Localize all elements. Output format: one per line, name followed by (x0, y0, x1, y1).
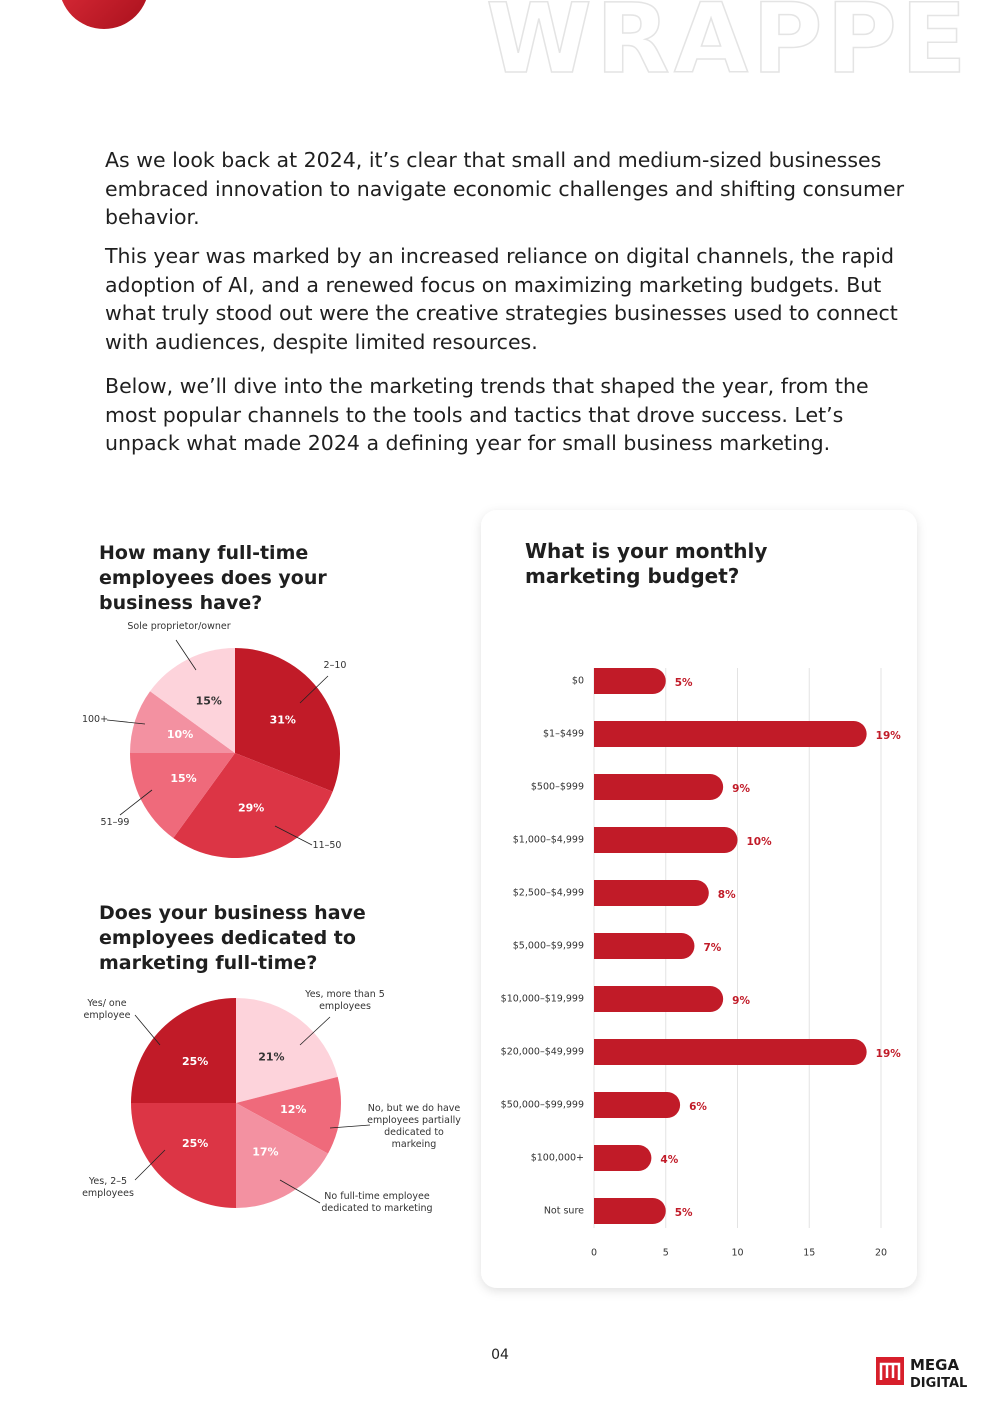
watermark: WRAPPE (486, 0, 970, 95)
leader-line (274, 825, 313, 846)
pie-slice (130, 691, 235, 753)
leader-line (299, 675, 329, 704)
pie-slice (236, 1076, 342, 1154)
chart-title: How many full-time employees does your b… (99, 542, 327, 614)
y-tick-label: $2,500–$4,999 (513, 888, 584, 899)
leader-line (175, 639, 197, 671)
page-number: 04 (491, 1347, 509, 1363)
logo-glyph (879, 1362, 901, 1380)
pie-slice (131, 1103, 236, 1208)
slice-label: Yes, more than 5 employees (305, 989, 385, 1012)
pie-slice (235, 648, 340, 792)
leader-line (134, 1014, 161, 1046)
y-tick-label: Not sure (544, 1206, 584, 1217)
paragraph: This year was marked by an increased rel… (105, 244, 898, 354)
slice-value-label: 12% (280, 1103, 306, 1116)
y-tick-label: $5,000–$9,999 (513, 941, 584, 952)
paragraph: Below, we’ll dive into the marketing tre… (105, 374, 869, 455)
x-tick-label: 5 (663, 1248, 669, 1259)
paragraph: As we look back at 2024, it’s clear that… (105, 148, 905, 229)
slice-value-label: 15% (170, 772, 196, 785)
leader-line (279, 1179, 321, 1204)
decor-circle (61, 0, 147, 29)
leader-line (106, 719, 146, 725)
bar-value-label: 5% (675, 1207, 693, 1219)
slice-label: No, but we do have employees partially d… (367, 1103, 461, 1150)
slice-label: 11–50 (312, 840, 342, 851)
logo-text: DIGITAL (910, 1376, 967, 1391)
slice-label: Sole proprietor/owner (127, 621, 231, 632)
y-tick-label: $0 (572, 676, 584, 687)
bar (594, 668, 666, 694)
bar (594, 986, 724, 1012)
bar-value-label: 5% (675, 677, 693, 689)
slice-label: 51–99 (100, 817, 130, 828)
bar (594, 1198, 666, 1224)
x-tick-label: 10 (731, 1248, 743, 1259)
x-tick-label: 15 (803, 1248, 815, 1259)
slice-value-label: 29% (238, 801, 264, 814)
leader-line (329, 1124, 371, 1129)
slice-label: Yes/ one employee (83, 998, 131, 1021)
bar (594, 880, 709, 906)
logo-text: MEGA (910, 1356, 959, 1374)
pie-slice (236, 998, 338, 1103)
bar (594, 1092, 681, 1118)
pie-slice (131, 998, 236, 1103)
y-tick-label: $500–$999 (531, 782, 584, 793)
slice-value-label: 31% (270, 714, 296, 727)
y-tick-label: $1,000–$4,999 (513, 835, 584, 846)
slice-label: Yes, 2–5 employees (82, 1176, 134, 1199)
chart-title: What is your monthly marketing budget? (525, 539, 768, 588)
slice-value-label: 25% (182, 1055, 208, 1068)
leader-line (134, 1149, 166, 1181)
slice-value-label: 25% (182, 1137, 208, 1150)
slice-value-label: 10% (167, 728, 193, 741)
y-tick-label: $100,000+ (531, 1153, 584, 1164)
bar-value-label: 19% (876, 1048, 902, 1060)
slice-label: 100+ (81, 714, 109, 725)
x-tick-label: 20 (875, 1248, 887, 1259)
bar (594, 1145, 652, 1171)
bar-value-label: 6% (689, 1101, 707, 1113)
bar (594, 721, 867, 747)
bar-value-label: 19% (876, 730, 902, 742)
pie-slice (130, 753, 235, 838)
pie-slice (173, 753, 333, 858)
slice-label: No full-time employee dedicated to marke… (321, 1191, 433, 1214)
leader-line (299, 1016, 331, 1046)
bar-value-label: 7% (703, 942, 721, 954)
bar-value-label: 9% (732, 783, 750, 795)
bar-value-label: 9% (732, 995, 750, 1007)
bar (594, 1039, 867, 1065)
pie-slice (236, 1103, 329, 1208)
bar-value-label: 8% (718, 889, 736, 901)
leader-line (119, 789, 153, 816)
slice-label: 2–10 (323, 660, 347, 671)
bar (594, 827, 738, 853)
pie-slice (150, 648, 235, 753)
bar-value-label: 4% (660, 1154, 678, 1166)
chart-title: Does your business have employees dedica… (99, 902, 366, 974)
bar-value-label: 10% (747, 836, 773, 848)
y-tick-label: $50,000–$99,999 (501, 1100, 584, 1111)
slice-value-label: 17% (252, 1146, 278, 1159)
slice-value-label: 15% (196, 695, 222, 708)
x-tick-label: 0 (591, 1248, 597, 1259)
y-tick-label: $1–$499 (543, 729, 584, 740)
y-tick-label: $20,000–$49,999 (501, 1047, 584, 1058)
slice-value-label: 21% (258, 1050, 284, 1063)
y-tick-label: $10,000–$19,999 (501, 994, 584, 1005)
bar (594, 774, 724, 800)
bar (594, 933, 695, 959)
